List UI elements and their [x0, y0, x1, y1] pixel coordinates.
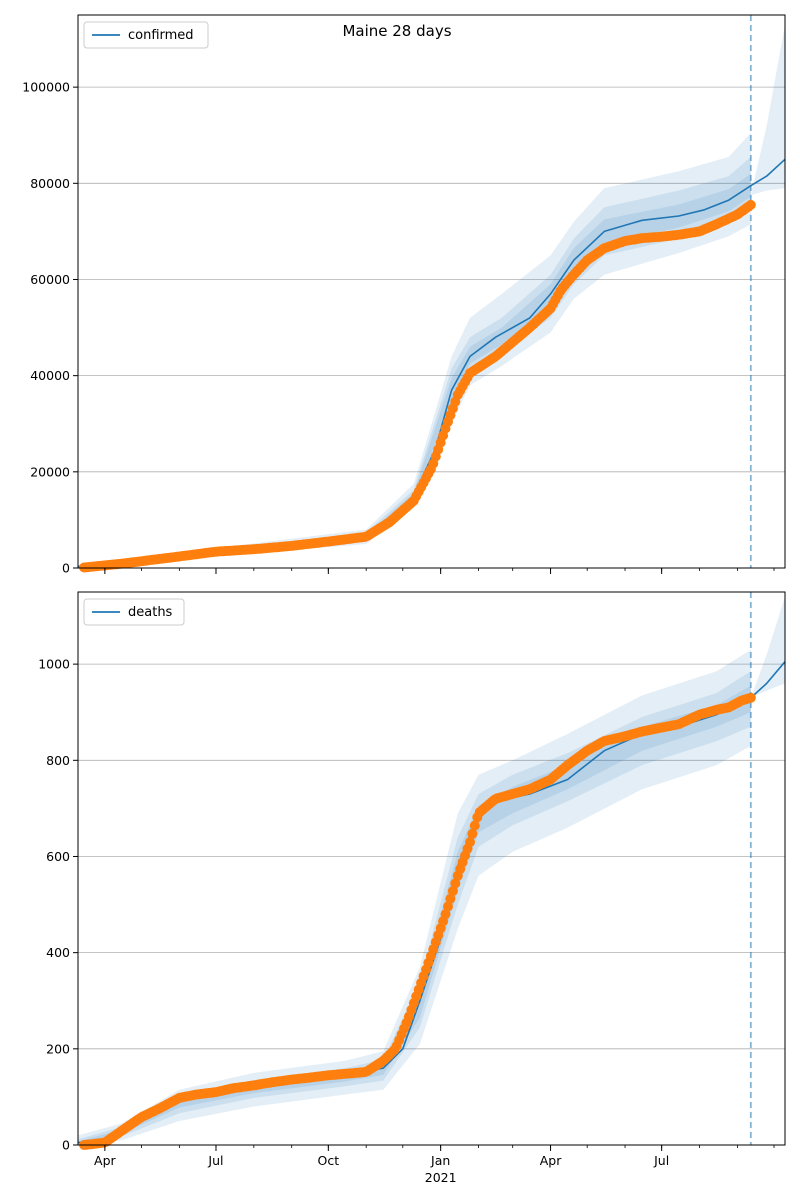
deaths-x-axis: Apr Jul Oct Jan Apr Jul [94, 1145, 775, 1168]
deaths-ytick-label: 600 [46, 849, 70, 864]
deaths-ytick-label: 1000 [38, 657, 70, 672]
confirmed-ytick-label: 20000 [30, 464, 70, 479]
confirmed-gridlines [78, 86, 785, 473]
confirmed-legend-box [83, 21, 209, 49]
confirmed-ytick-label: 80000 [30, 176, 70, 191]
confirmed-bands [78, 24, 785, 569]
confirmed-observed-points [79, 199, 756, 573]
confirmed-ytick-label: 60000 [30, 272, 70, 287]
deaths-xtick-label: Jul [207, 1153, 223, 1168]
deaths-observed-point [465, 837, 475, 848]
deaths-observed-point [443, 901, 453, 912]
deaths-xtick-label: Jul [653, 1153, 669, 1168]
deaths-ytick-label: 0 [62, 1138, 70, 1153]
confirmed-y-axis: 0 20000 40000 60000 80000 100000 [22, 80, 78, 576]
deaths-plot-frame [77, 591, 786, 1146]
confirmed-observed-point [745, 199, 756, 210]
x-axis-year-label: 2021 [425, 1170, 457, 1185]
deaths-observed-point [745, 692, 756, 703]
deaths-legend: deaths [83, 598, 185, 626]
deaths-band-outer [78, 649, 751, 1145]
deaths-observed-point [445, 893, 456, 904]
confirmed-ytick-label: 0 [62, 561, 70, 576]
deaths-xtick-label: Apr [540, 1153, 562, 1168]
deaths-observed-point [469, 820, 480, 831]
chart-title: Maine 28 days [342, 22, 451, 40]
confirmed-legend-label: confirmed [128, 28, 194, 43]
deaths-ytick-label: 400 [46, 945, 70, 960]
deaths-observed-point [447, 886, 458, 897]
confirmed-band-outer [78, 132, 751, 569]
deaths-band-middle [78, 671, 751, 1144]
deaths-legend-label: deaths [128, 605, 173, 620]
deaths-observed-point [467, 828, 478, 839]
deaths-y-axis: 0 200 400 600 800 1000 [38, 657, 78, 1153]
deaths-legend-box [83, 598, 185, 626]
deaths-xtick-label: Jan [430, 1153, 450, 1168]
deaths-xtick-label: Oct [318, 1153, 340, 1168]
deaths-xtick-label: Apr [94, 1153, 116, 1168]
deaths-observed-point [440, 909, 451, 920]
confirmed-plot-frame [77, 14, 786, 569]
deaths-band-inner [78, 685, 751, 1144]
confirmed-x-axis [104, 568, 775, 574]
confirmed-ytick-label: 40000 [30, 368, 70, 383]
deaths-panel: 0 200 400 600 800 1000 Apr Jul Oct Jan Apr Jul dea… [38, 591, 786, 1168]
confirmed-band-forecast [750, 24, 785, 196]
confirmed-ytick-label: 100000 [22, 80, 70, 95]
confirmed-legend: confirmed [83, 21, 209, 49]
deaths-observed-point [450, 878, 461, 889]
deaths-observed-points [79, 692, 756, 1150]
confirmed-band-inner [78, 173, 751, 567]
deaths-ytick-label: 200 [46, 1041, 70, 1056]
deaths-ytick-label: 800 [46, 753, 70, 768]
confirmed-panel: 0 20000 40000 60000 80000 100000 confirmed [22, 14, 786, 576]
deaths-gridlines [78, 663, 785, 1050]
deaths-bands [78, 596, 785, 1145]
